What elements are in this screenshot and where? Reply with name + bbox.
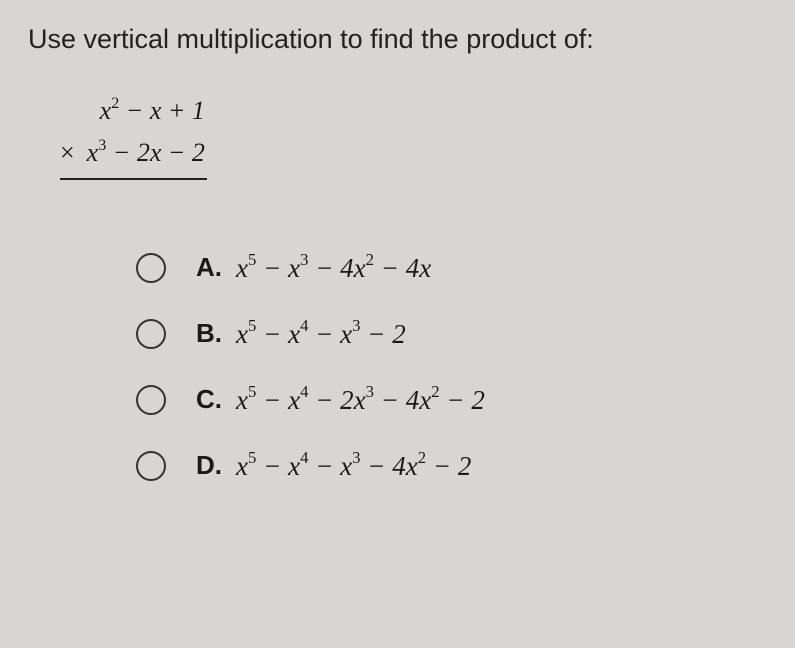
- multiply-sign: ×: [60, 138, 75, 167]
- option-expression: x5 − x3 − 4x2 − 4x: [236, 252, 431, 284]
- option-b[interactable]: B. x5 − x4 − x3 − 2: [136, 318, 767, 350]
- radio-icon[interactable]: [136, 253, 166, 283]
- options-list: A. x5 − x3 − 4x2 − 4x B. x5 − x4 − x3 − …: [136, 252, 767, 482]
- option-expression: x5 − x4 − 2x3 − 4x2 − 2: [236, 384, 485, 416]
- radio-icon[interactable]: [136, 451, 166, 481]
- option-expression: x5 − x4 − x3 − 2: [236, 318, 406, 350]
- radio-icon[interactable]: [136, 319, 166, 349]
- multiplier: x3 − 2x − 2: [87, 138, 205, 167]
- option-d[interactable]: D. x5 − x4 − x3 − 4x2 − 2: [136, 450, 767, 482]
- instruction-text: Use vertical multiplication to find the …: [28, 24, 767, 55]
- multiplication-problem: x2 − x + 1 × x3 − 2x − 2: [60, 93, 207, 180]
- option-label: D.: [196, 450, 222, 481]
- option-label: B.: [196, 318, 222, 349]
- option-expression: x5 − x4 − x3 − 4x2 − 2: [236, 450, 471, 482]
- option-label: C.: [196, 384, 222, 415]
- multiplicand: x2 − x + 1: [60, 93, 207, 129]
- multiplier-row: × x3 − 2x − 2: [60, 135, 207, 179]
- option-a[interactable]: A. x5 − x3 − 4x2 − 4x: [136, 252, 767, 284]
- option-label: A.: [196, 252, 222, 283]
- option-c[interactable]: C. x5 − x4 − 2x3 − 4x2 − 2: [136, 384, 767, 416]
- radio-icon[interactable]: [136, 385, 166, 415]
